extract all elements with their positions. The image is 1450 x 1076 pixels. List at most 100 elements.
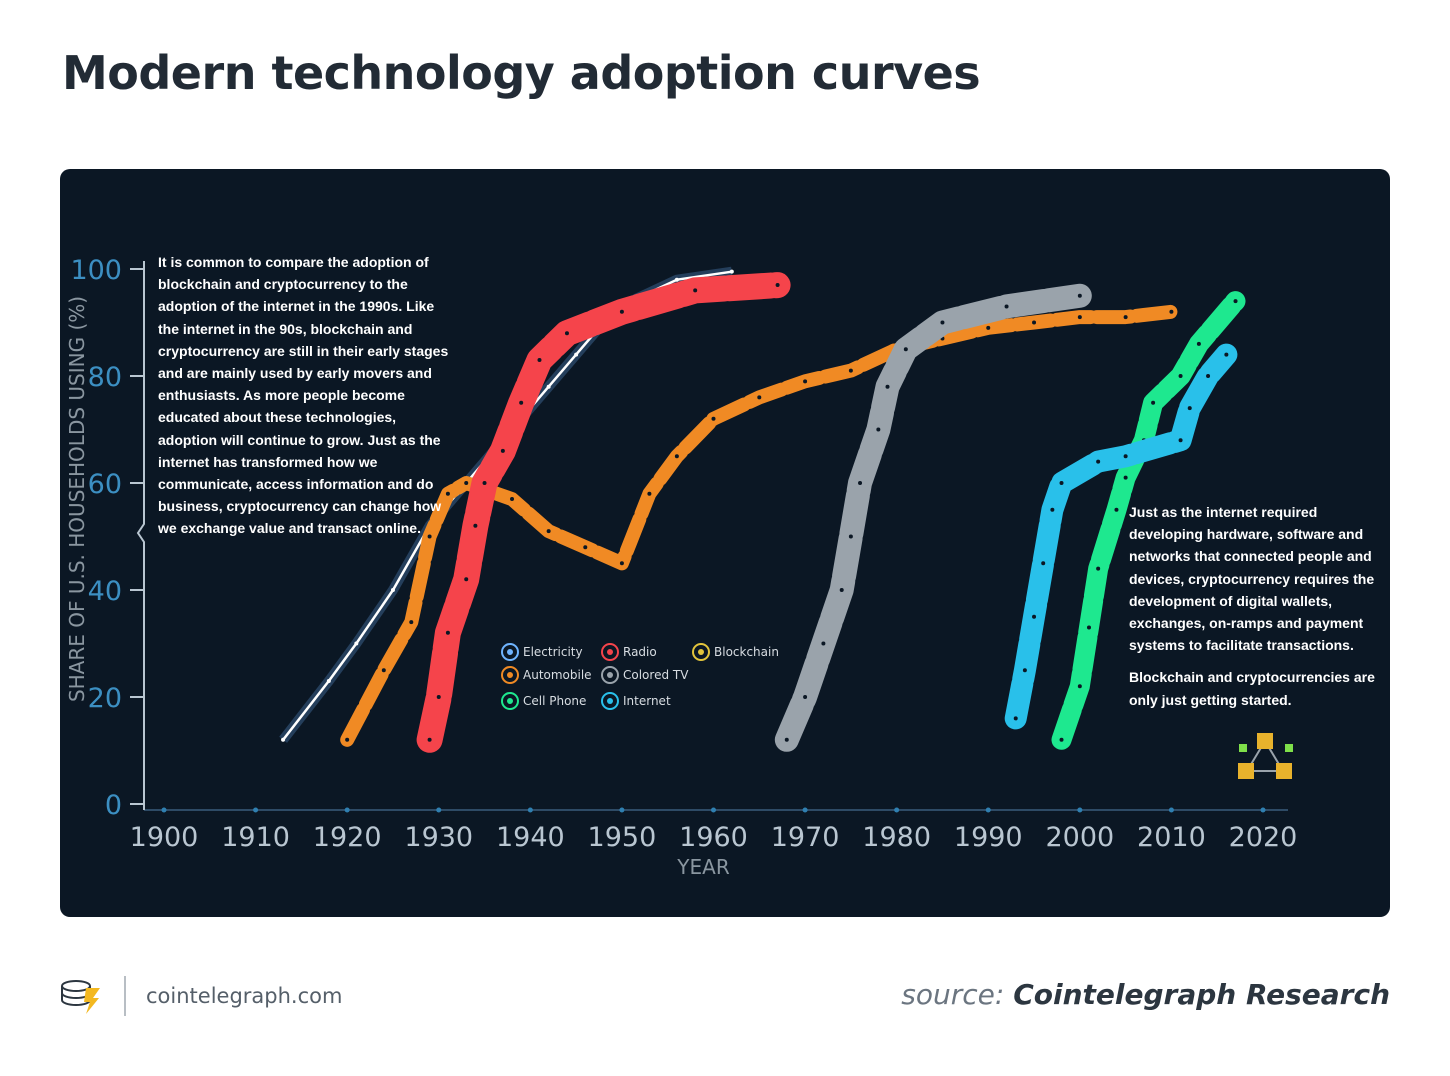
legend-item-automobile: Automobile [501, 666, 592, 684]
series-colored-tv [774, 283, 1092, 752]
data-point [1096, 566, 1101, 571]
x-tick-dot [436, 807, 442, 813]
legend-item-colored-tv: Colored TV [601, 666, 689, 684]
data-point [757, 395, 762, 400]
legend-label: Cell Phone [523, 694, 586, 708]
legend-swatch-dot [607, 649, 613, 655]
legend-swatch [601, 643, 619, 661]
x-tick-dot [802, 807, 808, 813]
legend-swatch [501, 692, 519, 710]
legend-swatch [601, 666, 619, 684]
data-point [464, 577, 469, 582]
right-annotation: Just as the internet required developing… [1129, 501, 1379, 721]
data-point [1013, 716, 1018, 721]
data-point [345, 737, 350, 742]
data-point [409, 620, 414, 625]
x-tick-label: 1900 [130, 822, 199, 853]
data-point [1178, 438, 1183, 443]
data-point [326, 678, 331, 683]
left-annotation: It is common to compare the adoption of … [158, 251, 450, 550]
footer-site-link[interactable]: cointelegraph.com [146, 984, 343, 1008]
data-point [876, 427, 881, 432]
y-axis-title: SHARE OF U.S. HOUSEHOLDS USING (%) [65, 296, 89, 702]
data-point [885, 384, 890, 389]
x-tick-dot [985, 807, 991, 813]
data-point [848, 368, 853, 373]
data-point [464, 481, 469, 485]
x-tick-label: 2000 [1045, 822, 1114, 853]
x-tick-dot [619, 807, 625, 813]
data-point [619, 309, 624, 314]
data-point [1178, 374, 1183, 378]
data-point [473, 523, 478, 528]
y-tick-label: 0 [105, 790, 122, 821]
legend-label: Electricity [523, 645, 583, 659]
legend-swatch-dot [698, 649, 704, 655]
data-point [1187, 406, 1192, 411]
footer-separator [124, 976, 126, 1016]
data-point [519, 400, 524, 405]
data-point [500, 448, 505, 453]
data-point [583, 545, 588, 550]
legend-swatch [692, 643, 710, 661]
data-point [390, 588, 395, 592]
tick-labels: 0 20 40 60 80 100 1900 1910 1920 1930 1940 1950 1960… [65, 255, 1297, 879]
data-point [1233, 299, 1238, 304]
data-point [711, 416, 716, 421]
legend-label: Internet [623, 694, 671, 708]
y-tick-label: 20 [88, 683, 122, 714]
x-tick-dot [253, 807, 259, 813]
x-tick-label: 1910 [221, 822, 290, 853]
data-point [1196, 341, 1201, 346]
data-point [1114, 507, 1119, 512]
data-point [546, 529, 551, 534]
right-annotation-text-2: Blockchain and cryptocurrencies are only… [1129, 669, 1375, 708]
data-point [574, 352, 579, 357]
page-title: Modern technology adoption curves [62, 46, 981, 100]
data-point [1032, 614, 1037, 619]
legend-item-electricity: Electricity [501, 643, 583, 661]
x-tick-label: 1980 [862, 822, 931, 853]
data-point [1059, 481, 1064, 485]
footer-brand: cointelegraph.com [60, 974, 342, 1018]
legend-swatch [601, 692, 619, 710]
data-point [1206, 374, 1211, 378]
data-point [647, 491, 652, 496]
source-credit: source: Cointelegraph Research [901, 978, 1390, 1011]
x-tick-label: 1930 [404, 822, 473, 853]
source-org: Cointelegraph Research [1013, 978, 1390, 1011]
legend-label: Colored TV [623, 668, 689, 682]
x-tick-dot [894, 807, 900, 813]
data-point [1077, 315, 1082, 320]
data-point [427, 737, 432, 742]
data-point [1086, 625, 1091, 630]
data-point [482, 481, 487, 485]
series-radio [416, 272, 791, 753]
adoption-chart: 0 20 40 60 80 100 1900 1910 1920 1930 1940 1950 1960… [65, 255, 1297, 879]
data-point [784, 737, 789, 742]
data-point [354, 641, 359, 646]
blockchain-icon [1238, 733, 1293, 779]
data-point [1123, 454, 1128, 459]
legend-item-internet: Internet [601, 692, 671, 710]
data-point [436, 695, 441, 699]
series-line [1004, 343, 1238, 730]
data-point [427, 534, 432, 539]
y-tick-label: 60 [88, 469, 122, 500]
data-point [1077, 293, 1082, 298]
data-point [940, 320, 945, 325]
x-tick-dot [1168, 807, 1174, 813]
legend-item-cell-phone: Cell Phone [501, 692, 586, 710]
data-point [1151, 400, 1156, 405]
left-annotation-text: It is common to compare the adoption of … [158, 254, 449, 537]
data-point [1123, 475, 1128, 480]
data-point [1022, 668, 1027, 673]
chart-panel: 0 20 40 60 80 100 1900 1910 1920 1930 1940 1950 1960… [60, 169, 1390, 917]
x-tick-dot [161, 807, 167, 813]
data-point [445, 630, 450, 635]
y-tick-label: 40 [88, 576, 122, 607]
data-point [848, 534, 853, 539]
x-tick-label: 1990 [954, 822, 1023, 853]
series-internet [1004, 343, 1238, 730]
legend-swatch-dot [607, 672, 613, 678]
